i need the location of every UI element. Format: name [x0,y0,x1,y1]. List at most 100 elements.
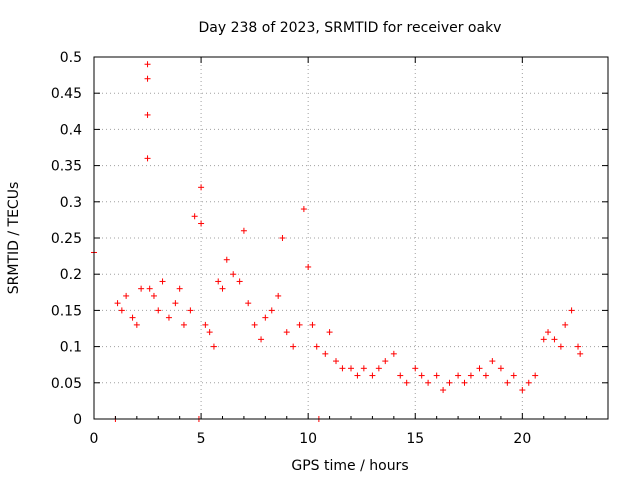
y-tick-label: 0.45 [51,86,82,102]
data-point [540,336,547,343]
data-point [144,111,151,118]
data-point [123,292,130,299]
data-point [251,321,258,328]
data-point [129,314,136,321]
data-point [236,278,243,285]
data-point [577,350,584,357]
y-tick-label: 0 [73,412,82,428]
data-points [91,61,584,422]
x-axis-label: GPS time / hours [291,458,408,474]
data-point [532,372,539,379]
data-point [296,321,303,328]
y-tick-label: 0.4 [60,122,82,138]
data-point [482,372,489,379]
data-point [313,343,320,350]
data-point [202,321,209,328]
data-point [461,379,468,386]
data-point [187,307,194,314]
data-point [240,227,247,234]
data-point [467,372,474,379]
data-point [210,343,217,350]
chart-title: Day 238 of 2023, SRMTID for receiver oak… [199,20,502,36]
data-point [397,372,404,379]
data-point [545,329,552,336]
data-point [219,285,226,292]
data-point [418,372,425,379]
data-point [165,314,172,321]
data-point [144,61,151,68]
data-point [339,365,346,372]
data-point [425,379,432,386]
data-point [191,213,198,220]
y-axis-label: SRMTID / TECUs [6,182,22,295]
data-point [258,336,265,343]
data-point [360,365,367,372]
data-point [144,155,151,162]
data-point [118,307,125,314]
data-point [403,379,410,386]
data-point [504,379,511,386]
grid [94,57,608,419]
y-tick-label: 0.25 [51,231,82,247]
data-point [114,300,121,307]
data-point [348,365,354,372]
data-point [326,329,333,336]
data-point [198,184,205,191]
data-point [176,285,183,292]
y-tick-label: 0.35 [51,159,82,175]
data-point [354,372,361,379]
data-point [390,350,397,357]
x-tick-label: 0 [90,431,99,447]
data-point [180,321,187,328]
data-point [223,256,230,263]
data-point [198,220,205,227]
data-point [133,321,140,328]
data-point [551,336,558,343]
x-tick-label: 20 [513,431,531,447]
y-tick-label: 0.15 [51,303,82,319]
data-point [455,372,462,379]
data-point [172,300,179,307]
data-point [245,300,252,307]
data-point [489,358,496,365]
x-tick-label: 5 [197,431,206,447]
data-point [433,372,440,379]
y-tick-label: 0.2 [60,267,82,283]
data-point [412,365,419,372]
data-point [375,365,382,372]
data-point [440,387,447,394]
axes [93,56,609,420]
data-point [138,285,145,292]
data-point [215,278,222,285]
data-point [155,307,162,314]
data-point [230,271,237,278]
data-point [144,75,151,82]
data-point [206,329,213,336]
data-point [146,285,153,292]
data-point [369,372,376,379]
data-point [279,235,286,241]
data-point [510,372,517,379]
data-point [283,329,290,336]
y-tick-label: 0.5 [60,50,82,66]
data-point [562,321,569,328]
data-point [557,343,564,350]
y-tick-label: 0.1 [60,340,82,356]
data-point [262,314,269,321]
data-point [382,358,389,365]
y-tick-label: 0.05 [51,376,82,392]
data-point [150,292,157,299]
data-point [525,379,532,386]
data-point [268,307,275,314]
data-point [305,263,312,270]
data-point [322,350,329,357]
data-point [575,343,582,350]
y-tick-label: 0.3 [60,195,82,211]
data-point [333,358,340,365]
data-point [497,365,504,372]
tick-labels: 0 5 10 15 20 0 0.05 0.1 0.15 0.2 0.25 0.3 0.35 0.4 0.4… [51,50,531,447]
data-point [446,379,453,386]
x-tick-label: 15 [406,431,424,447]
data-point [309,321,316,328]
